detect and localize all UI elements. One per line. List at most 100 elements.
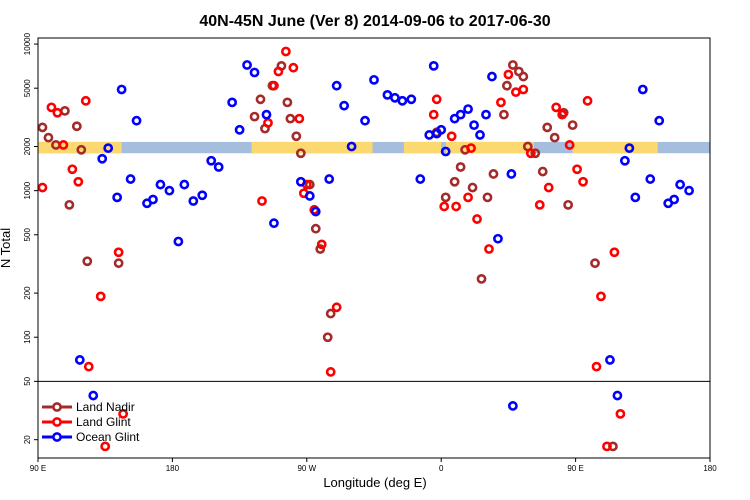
y-tick-label: 1000: [23, 181, 32, 199]
data-point: [615, 408, 626, 419]
data-point: [125, 174, 136, 184]
data-point: [525, 148, 536, 159]
data-point: [295, 148, 306, 159]
data-point: [179, 179, 190, 190]
ocean-band: [38, 141, 710, 154]
data-point: [543, 182, 554, 193]
data-point: [227, 97, 238, 108]
data-point: [242, 60, 252, 70]
data-points: [37, 46, 694, 452]
data-point: [315, 244, 326, 254]
data-point: [43, 132, 54, 143]
x-axis-label: Longitude (deg E): [323, 475, 426, 490]
x-tick-label: 90 E: [567, 464, 583, 473]
data-point: [310, 223, 321, 234]
data-point: [324, 174, 335, 184]
data-point: [206, 155, 217, 166]
data-point: [325, 367, 336, 377]
data-point: [428, 60, 439, 71]
x-tick-label: 0: [439, 464, 444, 473]
data-point: [97, 153, 108, 164]
data-point: [602, 441, 612, 452]
x-tick-label: 90 E: [30, 464, 46, 473]
data-point: [488, 169, 499, 179]
legend-label: Ocean Glint: [76, 430, 140, 444]
data-point: [83, 361, 94, 372]
data-point: [475, 130, 485, 140]
data-point: [52, 107, 63, 118]
data-point: [73, 176, 84, 187]
data-point: [131, 115, 142, 126]
data-point: [499, 109, 509, 120]
series-land-glint: [37, 46, 626, 452]
data-point: [288, 62, 299, 73]
data-point: [164, 185, 175, 196]
data-point: [484, 244, 494, 254]
data-point: [507, 60, 518, 70]
data-point: [596, 291, 606, 302]
map-strip: [38, 141, 710, 154]
data-point: [557, 109, 568, 120]
data-point: [582, 95, 593, 106]
data-point: [645, 174, 656, 184]
data-point: [390, 92, 400, 103]
data-point: [572, 164, 582, 175]
y-axis: 20 50 100 200 500 1000 2000 5000 10000: [23, 32, 38, 444]
data-point: [103, 143, 114, 154]
data-point: [518, 71, 529, 82]
data-point: [234, 124, 245, 135]
data-point: [100, 441, 111, 452]
data-point: [155, 179, 166, 190]
data-point: [294, 113, 305, 124]
data-point: [436, 124, 447, 135]
data-point: [88, 390, 99, 401]
data-point: [339, 100, 350, 111]
data-point: [534, 199, 545, 210]
data-point: [440, 146, 451, 157]
data-point: [80, 95, 91, 106]
data-point: [74, 355, 85, 365]
data-point: [67, 164, 78, 175]
data-point: [482, 192, 493, 203]
land-band: [445, 141, 534, 154]
legend-marker: [52, 402, 62, 412]
data-point: [564, 140, 575, 150]
data-point: [249, 67, 260, 78]
data-point: [493, 233, 503, 244]
legend-marker: [52, 417, 62, 427]
series-land-nadir: [37, 60, 618, 452]
data-point: [637, 84, 648, 95]
chart-title: 40N-45N June (Ver 8) 2014-09-06 to 2017-…: [199, 13, 550, 30]
data-point: [255, 94, 266, 105]
data-point: [331, 302, 342, 313]
data-point: [273, 66, 284, 77]
data-point: [451, 201, 462, 212]
data-point: [684, 185, 694, 196]
data-point: [37, 182, 48, 193]
data-point: [316, 239, 327, 250]
y-tick-label: 10000: [23, 32, 32, 55]
data-point: [549, 132, 560, 143]
data-point: [331, 80, 342, 91]
data-point: [360, 115, 370, 126]
data-point: [269, 80, 279, 91]
data-point: [261, 109, 272, 120]
data-point: [173, 236, 184, 247]
data-point: [624, 143, 635, 154]
data-point: [188, 196, 199, 206]
data-point: [675, 179, 686, 190]
data-point: [619, 155, 630, 166]
data-point: [431, 94, 442, 105]
data-point: [285, 113, 296, 124]
data-point: [269, 218, 279, 229]
land-band: [251, 141, 373, 154]
data-point: [82, 256, 93, 267]
data-point: [563, 199, 574, 210]
data-point: [295, 176, 306, 187]
data-point: [116, 84, 127, 95]
data-point: [507, 401, 518, 411]
data-point: [310, 206, 321, 217]
y-tick-label: 20: [23, 435, 32, 444]
